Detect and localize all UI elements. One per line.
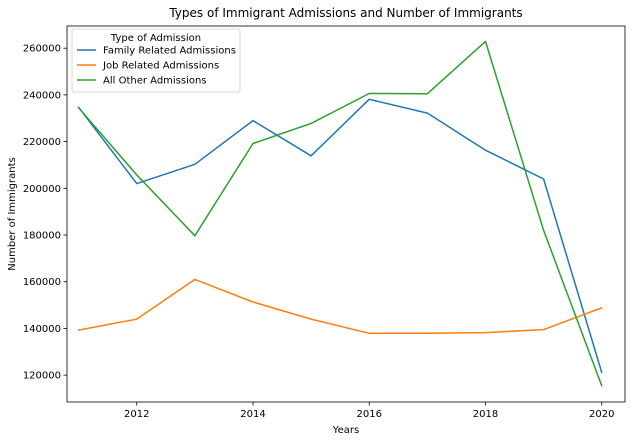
y-tick-label: 140000 [23, 324, 61, 335]
legend: Type of Admission Family Related Admissi… [71, 28, 241, 93]
y-tick-label: 220000 [23, 137, 61, 148]
y-tick-label: 180000 [23, 231, 61, 242]
series-line [77, 98, 603, 374]
series-line [77, 40, 603, 387]
legend-label: Family Related Admissions [103, 46, 236, 57]
plot-frame [66, 25, 626, 403]
legend-label: All Other Admissions [103, 76, 207, 87]
legend-title: Type of Admission [110, 33, 201, 44]
x-tick-label: 2014 [240, 409, 265, 420]
chart-title: Types of Immigrant Admissions and Number… [168, 6, 522, 20]
x-axis: 2012 2014 2016 2018 2020 [124, 402, 614, 420]
y-tick-label: 260000 [23, 44, 61, 55]
x-tick-label: 2016 [357, 409, 382, 420]
y-tick-label: 160000 [23, 277, 61, 288]
legend-items: Family Related Admissions Job Related Adm… [77, 46, 236, 87]
legend-box [71, 28, 241, 93]
plot-area: 2012 2014 2016 2018 2020 1200001400001600001… [23, 25, 626, 420]
y-axis: 120000 140000 160000 180000 200000 220000 2400… [23, 44, 67, 382]
y-axis-label: Number of Immigrants [7, 157, 18, 270]
x-tick-label: 2012 [124, 409, 149, 420]
series-line [77, 278, 603, 335]
y-tick-label: 240000 [23, 90, 61, 101]
y-tick-label: 200000 [23, 184, 61, 195]
series-lines [77, 40, 603, 387]
legend-label: Job Related Admissions [102, 61, 219, 72]
x-axis-label: Years [332, 425, 359, 436]
x-tick-label: 2020 [589, 409, 614, 420]
y-tick-label: 120000 [23, 371, 61, 382]
x-tick-label: 2018 [473, 409, 498, 420]
